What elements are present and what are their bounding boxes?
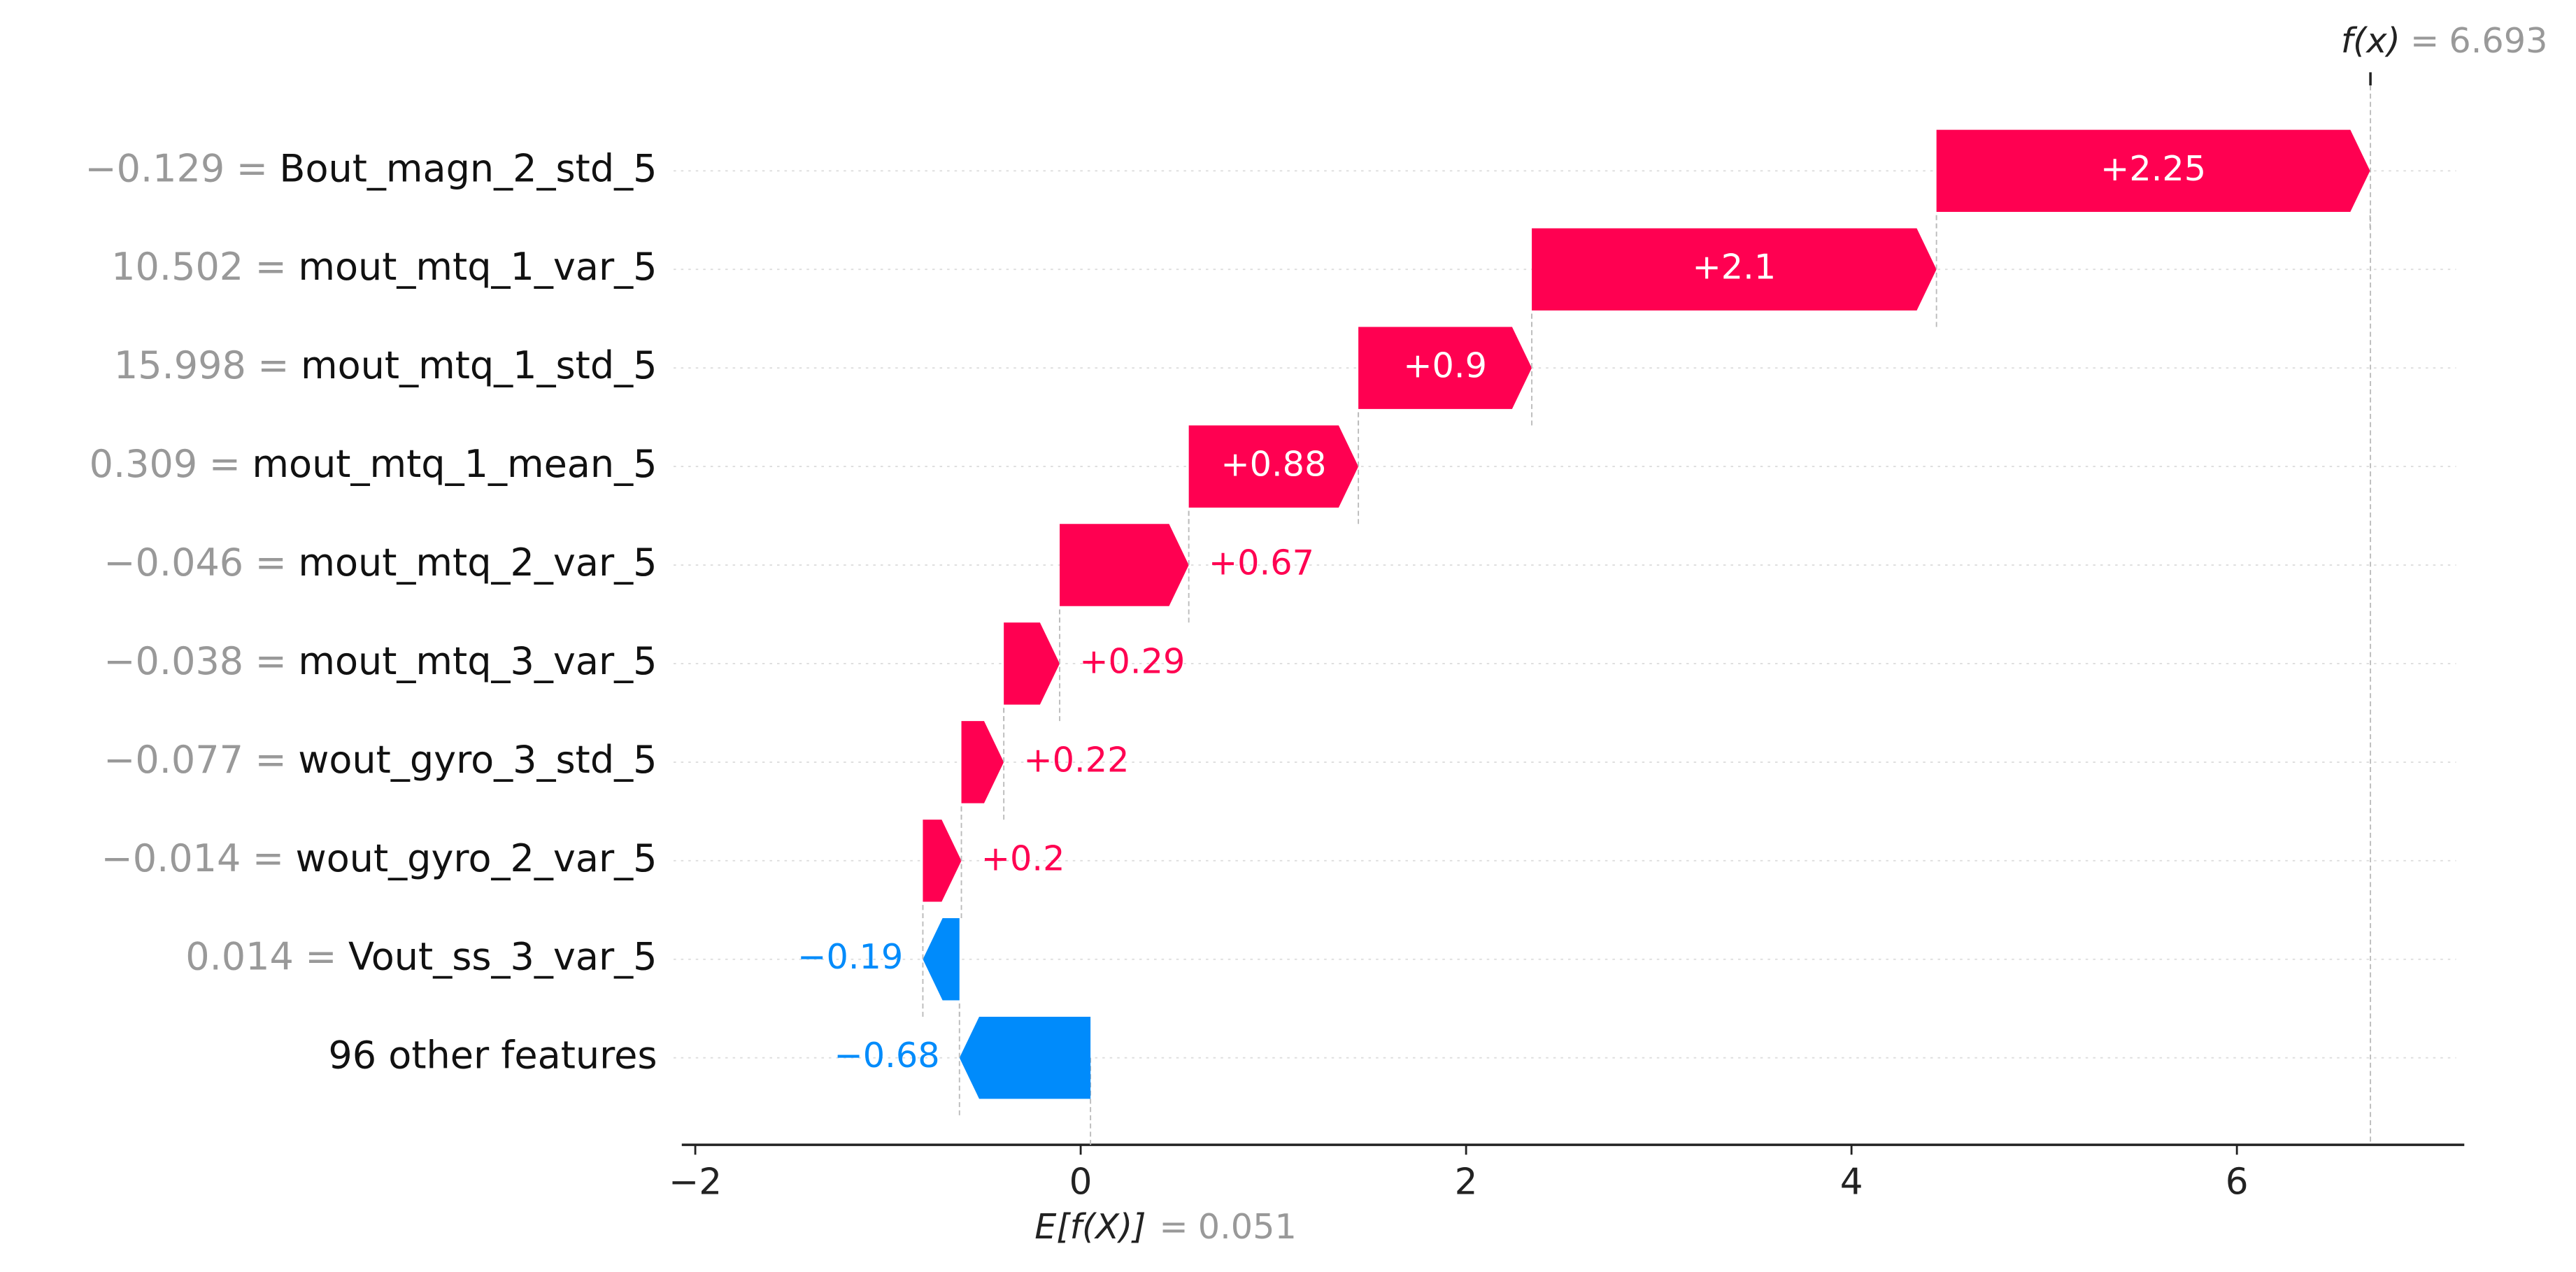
- value-label: +0.29: [1079, 641, 1185, 681]
- feature-label: −0.129 = Bout_magn_2_std_5: [85, 146, 657, 190]
- feature-label: −0.077 = wout_gyro_3_std_5: [104, 738, 657, 782]
- feature-name: mout_mtq_1_var_5: [298, 245, 657, 289]
- feature-name: wout_gyro_3_std_5: [298, 738, 657, 782]
- bar: [923, 820, 962, 902]
- feature-value: −0.014: [101, 836, 241, 880]
- output-name: f(x): [2341, 20, 2400, 61]
- equals: =: [2410, 20, 2439, 61]
- base-name: E[f(X)]: [1034, 1206, 1146, 1246]
- equals: =: [1159, 1206, 1188, 1246]
- feature-label: 96 other features: [328, 1033, 657, 1077]
- value-label: +0.22: [1023, 739, 1129, 780]
- x-tick-label: 6: [2226, 1162, 2249, 1203]
- x-tick-label: −2: [669, 1162, 722, 1203]
- equals: =: [257, 343, 289, 387]
- bar: [923, 918, 960, 1001]
- equals: =: [209, 442, 241, 486]
- feature-name: Vout_ss_3_var_5: [348, 934, 657, 978]
- feature-value: −0.046: [104, 541, 243, 585]
- feature-label: 10.502 = mout_mtq_1_var_5: [111, 245, 657, 289]
- feature-label: −0.038 = mout_mtq_3_var_5: [104, 639, 657, 683]
- value-label: +2.25: [2100, 148, 2206, 189]
- value-label: +0.2: [981, 838, 1065, 878]
- x-tick-label: 2: [1455, 1162, 1478, 1203]
- base-label: E[f(X)] = 0.051: [1034, 1206, 1297, 1246]
- bar: [1188, 425, 1359, 508]
- bar: [1358, 327, 1532, 409]
- equals: =: [255, 245, 287, 289]
- feature-name: mout_mtq_1_std_5: [301, 343, 657, 387]
- equals: =: [305, 934, 336, 978]
- output-value: 6.693: [2449, 20, 2547, 61]
- equals: =: [255, 541, 287, 585]
- bar: [961, 721, 1004, 803]
- bar: [1004, 622, 1060, 705]
- equals: =: [252, 836, 284, 880]
- feature-name: mout_mtq_2_var_5: [298, 541, 657, 585]
- bar: [1060, 524, 1189, 606]
- value-label: +0.67: [1209, 543, 1314, 583]
- x-tick-label: 0: [1069, 1162, 1093, 1203]
- bar: [959, 1016, 1091, 1099]
- base-value: 0.051: [1198, 1206, 1297, 1246]
- feature-name: 96 other features: [328, 1033, 657, 1077]
- feature-value: −0.038: [104, 639, 243, 683]
- equals: =: [255, 639, 287, 683]
- feature-value: −0.129: [85, 146, 225, 190]
- feature-label: 0.014 = Vout_ss_3_var_5: [185, 934, 657, 978]
- output-label: f(x) = 6.693: [2341, 20, 2548, 61]
- feature-value: 0.309: [90, 442, 198, 486]
- x-tick-label: 4: [1840, 1162, 1863, 1203]
- value-label: −0.19: [797, 936, 903, 977]
- feature-label: −0.014 = wout_gyro_2_var_5: [101, 836, 657, 880]
- feature-value: 10.502: [111, 245, 243, 289]
- value-label: +0.9: [1403, 345, 1487, 386]
- feature-value: 15.998: [114, 343, 246, 387]
- feature-name: Bout_magn_2_std_5: [279, 146, 657, 190]
- feature-value: −0.077: [104, 738, 243, 782]
- equals: =: [255, 738, 286, 782]
- value-label: +0.88: [1221, 444, 1326, 485]
- bar: [1532, 228, 1937, 310]
- feature-label: 15.998 = mout_mtq_1_std_5: [114, 343, 657, 387]
- value-label: +2.1: [1692, 247, 1776, 287]
- feature-name: mout_mtq_3_var_5: [298, 639, 657, 683]
- equals: =: [236, 146, 268, 190]
- bar: [1936, 129, 2370, 213]
- feature-value: 0.014: [185, 934, 294, 978]
- value-label: −0.68: [834, 1035, 939, 1076]
- feature-label: 0.309 = mout_mtq_1_mean_5: [90, 442, 657, 486]
- feature-label: −0.046 = mout_mtq_2_var_5: [104, 541, 657, 585]
- feature-name: wout_gyro_2_var_5: [296, 836, 657, 880]
- feature-name: mout_mtq_1_mean_5: [252, 442, 657, 486]
